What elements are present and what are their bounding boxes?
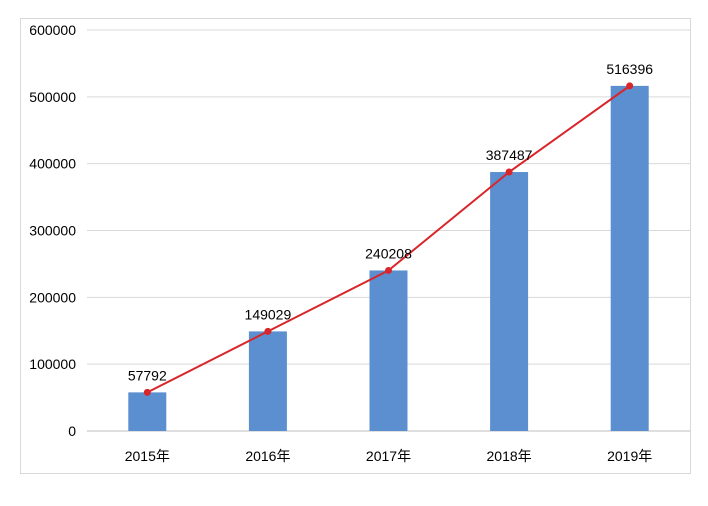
y-tick-label: 300000 [29, 223, 76, 239]
y-tick-label: 100000 [29, 356, 76, 372]
bar [490, 172, 529, 431]
x-tick-label: 2019年 [607, 448, 652, 464]
chart-frame [20, 18, 691, 474]
data-label: 149029 [245, 306, 292, 322]
x-tick-label: 2017年 [366, 448, 411, 464]
x-tick-label: 2015年 [125, 448, 170, 464]
trend-point [264, 327, 272, 335]
x-tick-label: 2018年 [487, 448, 532, 464]
y-tick-label: 200000 [29, 289, 76, 305]
data-label: 516396 [606, 61, 653, 77]
data-label: 57792 [128, 367, 167, 383]
bar [128, 392, 167, 431]
trend-point [143, 388, 151, 396]
data-label: 387487 [486, 147, 533, 163]
data-label: 240208 [365, 245, 412, 261]
bar [369, 270, 408, 431]
y-tick-label: 400000 [29, 156, 76, 172]
trend-point [505, 168, 513, 176]
trend-point [626, 82, 634, 90]
bar [248, 331, 287, 431]
trend-point [385, 266, 392, 274]
y-tick-label: 0 [68, 423, 76, 439]
x-tick-label: 2016年 [245, 448, 290, 464]
y-tick-label: 500000 [29, 89, 76, 105]
bar [610, 85, 649, 432]
y-tick-label: 600000 [29, 22, 76, 38]
